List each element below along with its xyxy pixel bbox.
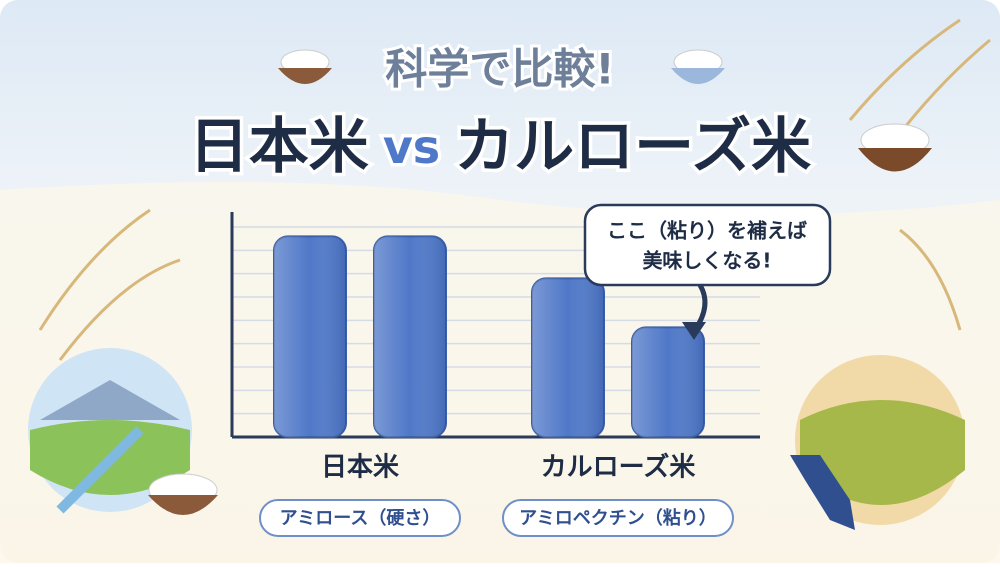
japan-scene — [28, 348, 218, 515]
plot — [230, 212, 760, 439]
annotation-line: 美味しくなる! — [642, 249, 771, 273]
california-scene — [790, 355, 965, 530]
bar-shade — [632, 327, 704, 437]
annotation-line: ここ（粘り）を補えば — [607, 219, 807, 243]
rice-bowl-right — [671, 49, 725, 84]
title: 科学で比較! — [385, 45, 614, 94]
x-tick-label: 日本米 — [321, 453, 399, 483]
rice-bowl-left — [278, 49, 332, 84]
headline-vs: vs — [383, 120, 440, 174]
headline-right: カルローズ米 — [454, 112, 811, 182]
bar-shade — [532, 278, 604, 437]
headline-left: 日本米 — [189, 112, 369, 182]
bar-shade — [374, 236, 446, 437]
note-pill — [502, 499, 734, 537]
headline: 日本米 vs カルローズ米 — [189, 112, 811, 182]
bar-shade — [274, 236, 346, 437]
x-tick-label: カルローズ米 — [541, 452, 696, 483]
category-note: アミロース（硬さ） — [280, 508, 441, 529]
category-note: アミロペクチン（粘り） — [519, 507, 717, 529]
callout — [583, 203, 832, 340]
note-pill — [259, 499, 461, 537]
rice-bowl-big — [858, 123, 932, 172]
